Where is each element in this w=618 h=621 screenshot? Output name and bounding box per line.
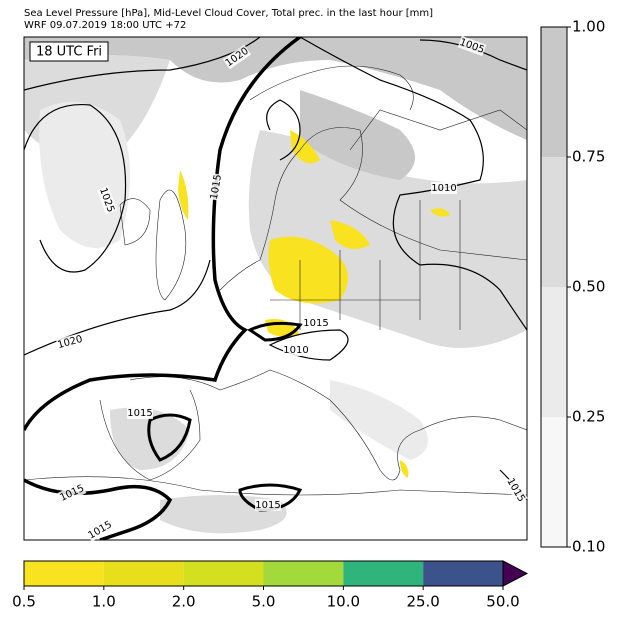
tick-label: 0.10 bbox=[572, 538, 605, 556]
isobar-label-bg bbox=[127, 407, 153, 419]
colorbar-band bbox=[343, 561, 424, 586]
map-frame bbox=[23, 36, 528, 541]
isobar-label-bg bbox=[207, 173, 225, 201]
isobar-label-bg bbox=[57, 482, 87, 504]
isobar-label-bg bbox=[504, 475, 528, 505]
colorbar-band bbox=[103, 561, 184, 586]
tick-label: 5.0 bbox=[252, 593, 276, 611]
tick-label: 50.0 bbox=[486, 593, 519, 611]
colorbar-band bbox=[183, 561, 264, 586]
isobar-label-bg bbox=[457, 35, 487, 57]
isobar-label-bg bbox=[85, 518, 115, 542]
colorbar-band bbox=[541, 417, 567, 547]
subtitle: WRF 09.07.2019 18:00 UTC +72 bbox=[24, 20, 186, 31]
isobar-label-bg bbox=[255, 499, 281, 511]
tick-label: 25.0 bbox=[406, 593, 439, 611]
cloud-colorbar: 0.10 0.25 0.50 0.75 1.00 bbox=[540, 18, 605, 556]
isobar-label-bg bbox=[222, 44, 252, 70]
tick-label: 2.0 bbox=[172, 593, 196, 611]
precipitation bbox=[178, 130, 450, 478]
isobar-label-bg bbox=[303, 317, 329, 329]
isobar-label: 1010 bbox=[431, 183, 456, 194]
colorbar-band bbox=[541, 27, 567, 157]
isobar-label: 1015 bbox=[303, 318, 328, 329]
tick-label: 1.0 bbox=[92, 593, 116, 611]
title: Sea Level Pressure [hPa], Mid-Level Clou… bbox=[24, 8, 433, 19]
time-label: 18 UTC Fri bbox=[36, 45, 102, 60]
isobar-label-bg bbox=[96, 185, 118, 215]
tick-label: 1.00 bbox=[572, 18, 605, 36]
isobar-label-bg bbox=[431, 182, 457, 194]
colorbar-band bbox=[24, 561, 104, 586]
colorbar-extend bbox=[502, 560, 529, 587]
isobar-label: 1015 bbox=[209, 174, 224, 201]
colorbar-band bbox=[263, 561, 344, 586]
colorbar-band bbox=[423, 561, 503, 586]
isobar-label: 1015 bbox=[127, 408, 152, 419]
tick-label: 10.0 bbox=[327, 593, 360, 611]
isobar-label: 1015 bbox=[255, 500, 280, 511]
isobar-label-bg bbox=[55, 332, 85, 352]
tick-label: 0.50 bbox=[572, 278, 605, 296]
colorbar-band bbox=[541, 157, 567, 287]
isobar-label-bg bbox=[283, 344, 309, 356]
tick-label: 0.25 bbox=[572, 408, 605, 426]
tick-label: 0.75 bbox=[572, 148, 605, 166]
tick-label: 0.5 bbox=[12, 593, 36, 611]
time-label-box bbox=[29, 41, 109, 62]
colorbar-band bbox=[541, 287, 567, 417]
precip-colorbar: 0.5 1.0 2.0 5.0 10.0 25.0 50.0 bbox=[12, 560, 529, 611]
isobar-label: 1010 bbox=[283, 345, 308, 356]
coastlines bbox=[24, 65, 527, 496]
